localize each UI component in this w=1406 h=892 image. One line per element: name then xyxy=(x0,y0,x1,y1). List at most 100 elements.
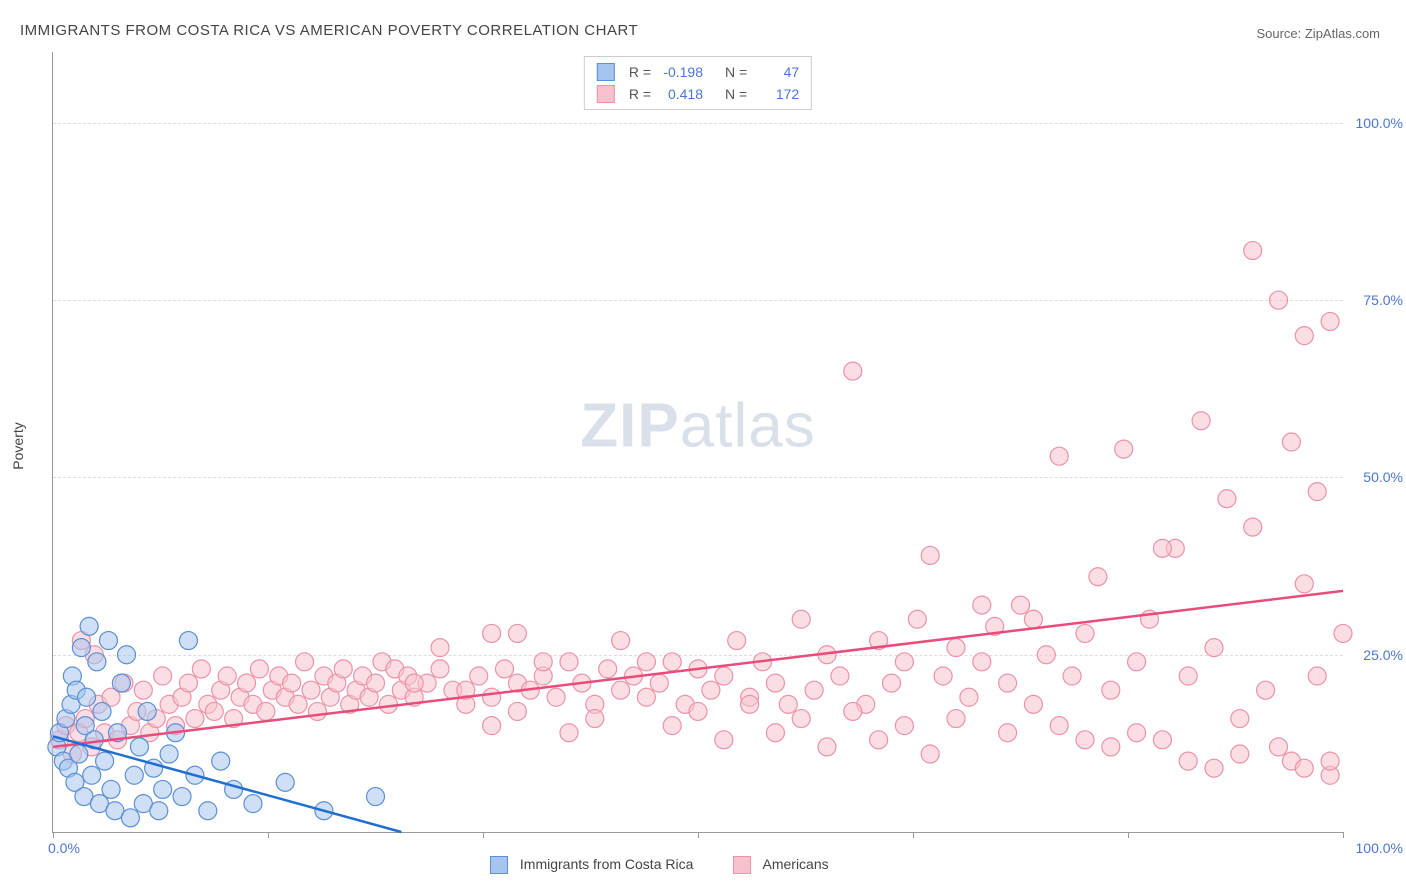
data-point xyxy=(599,660,617,678)
data-point xyxy=(792,610,810,628)
data-point xyxy=(154,667,172,685)
data-point xyxy=(1037,646,1055,664)
data-point xyxy=(1153,539,1171,557)
data-point xyxy=(831,667,849,685)
y-axis-label: Poverty xyxy=(10,422,26,469)
data-point xyxy=(1321,312,1339,330)
data-point xyxy=(844,702,862,720)
data-point xyxy=(70,745,88,763)
data-point xyxy=(88,653,106,671)
data-point xyxy=(1295,759,1313,777)
data-point xyxy=(805,681,823,699)
data-point xyxy=(741,695,759,713)
data-point xyxy=(1218,490,1236,508)
correlation-row-1: R = -0.198 N = 47 xyxy=(597,61,799,83)
data-point xyxy=(637,688,655,706)
data-point xyxy=(715,667,733,685)
data-point xyxy=(296,653,314,671)
data-point xyxy=(1063,667,1081,685)
data-point xyxy=(1308,483,1326,501)
data-point xyxy=(1308,667,1326,685)
data-point xyxy=(238,674,256,692)
swatch-series2-icon xyxy=(733,856,751,874)
regression-line-americans xyxy=(53,591,1343,747)
data-point xyxy=(173,788,191,806)
data-point xyxy=(663,717,681,735)
data-point xyxy=(483,624,501,642)
data-point xyxy=(508,624,526,642)
data-point xyxy=(1321,752,1339,770)
data-point xyxy=(1179,752,1197,770)
chart-title: IMMIGRANTS FROM COSTA RICA VS AMERICAN P… xyxy=(20,22,638,39)
data-point xyxy=(138,702,156,720)
data-point xyxy=(1050,447,1068,465)
data-point xyxy=(99,632,117,650)
data-point xyxy=(1192,412,1210,430)
data-point xyxy=(125,766,143,784)
data-point xyxy=(496,660,514,678)
data-point xyxy=(1153,731,1171,749)
data-point xyxy=(908,610,926,628)
data-point xyxy=(179,632,197,650)
data-point xyxy=(1205,759,1223,777)
data-point xyxy=(883,674,901,692)
data-point xyxy=(766,724,784,742)
data-point xyxy=(1024,610,1042,628)
data-point xyxy=(205,702,223,720)
data-point xyxy=(78,688,96,706)
data-point xyxy=(80,617,98,635)
data-point xyxy=(560,724,578,742)
plot-area: ZIPatlas R = -0.198 N = 47 R = 0.418 N =… xyxy=(52,52,1343,833)
data-point xyxy=(1231,745,1249,763)
data-point xyxy=(1128,653,1146,671)
data-point xyxy=(1295,575,1313,593)
data-point xyxy=(534,653,552,671)
data-point xyxy=(154,780,172,798)
legend-label-2: Americans xyxy=(763,856,829,872)
data-point xyxy=(895,717,913,735)
swatch-series1-icon xyxy=(490,856,508,874)
data-point xyxy=(1179,667,1197,685)
correlation-legend: R = -0.198 N = 47 R = 0.418 N = 172 xyxy=(584,56,812,110)
data-point xyxy=(134,681,152,699)
xtick xyxy=(1128,832,1129,838)
data-point xyxy=(1244,242,1262,260)
data-point xyxy=(1270,738,1288,756)
data-point xyxy=(483,717,501,735)
data-point xyxy=(999,674,1017,692)
data-point xyxy=(1282,433,1300,451)
data-point xyxy=(83,766,101,784)
data-point xyxy=(960,688,978,706)
data-point xyxy=(663,653,681,671)
data-point xyxy=(96,752,114,770)
data-point xyxy=(586,710,604,728)
data-point xyxy=(612,681,630,699)
data-point xyxy=(112,674,130,692)
data-point xyxy=(1050,717,1068,735)
data-point xyxy=(179,674,197,692)
data-point xyxy=(1089,568,1107,586)
data-point xyxy=(470,667,488,685)
data-point xyxy=(302,681,320,699)
xtick xyxy=(698,832,699,838)
data-point xyxy=(1295,327,1313,345)
data-point xyxy=(334,660,352,678)
data-point xyxy=(121,809,139,827)
ytick-label: 50.0% xyxy=(1363,469,1403,485)
data-point xyxy=(1231,710,1249,728)
data-point xyxy=(199,802,217,820)
data-point xyxy=(1257,681,1275,699)
data-point xyxy=(212,752,230,770)
data-point xyxy=(612,632,630,650)
data-point xyxy=(766,674,784,692)
data-point xyxy=(308,702,326,720)
data-point xyxy=(1205,639,1223,657)
data-point xyxy=(367,788,385,806)
data-point xyxy=(1244,518,1262,536)
data-point xyxy=(276,773,294,791)
ytick-label: 25.0% xyxy=(1363,647,1403,663)
xtick-label: 100.0% xyxy=(1356,840,1403,856)
data-point xyxy=(921,745,939,763)
xtick xyxy=(1343,832,1344,838)
data-point xyxy=(689,702,707,720)
